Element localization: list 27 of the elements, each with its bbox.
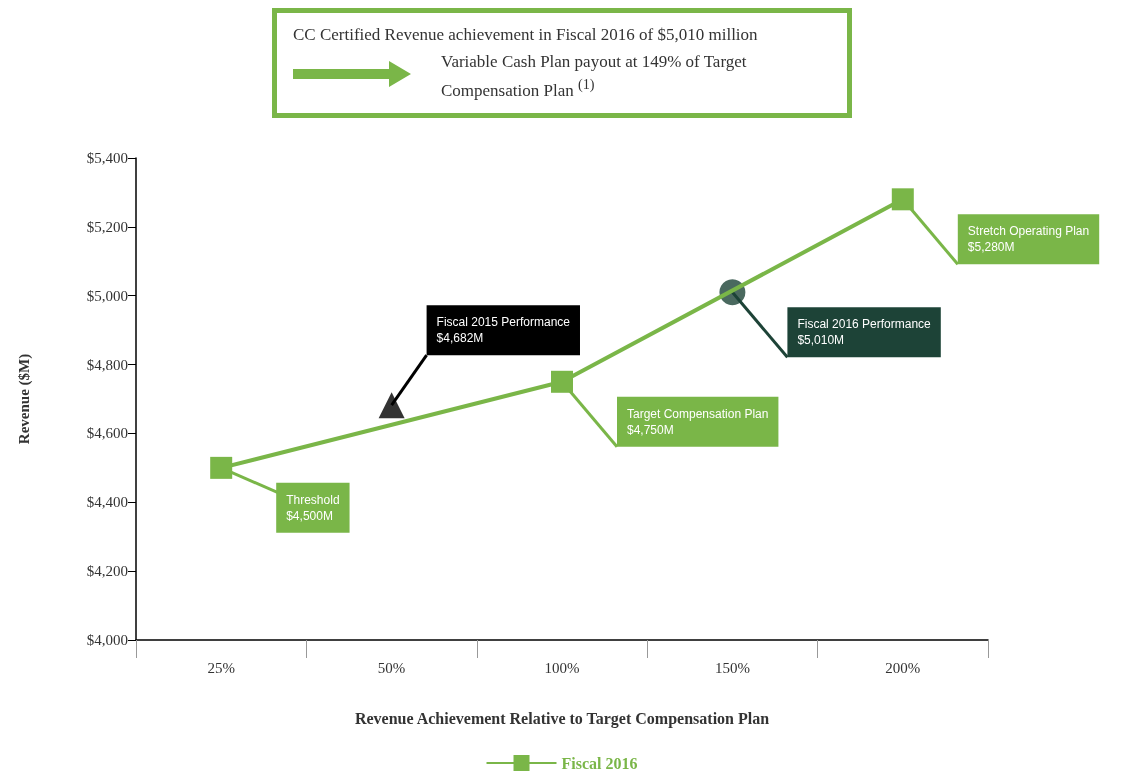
annotation: Stretch Operating Plan $5,280M <box>967 224 1090 255</box>
y-tick-label: $5,400 <box>86 150 128 166</box>
annotation: Fiscal 2016 Performance $5,010M <box>797 317 932 348</box>
x-tick-label: 150% <box>714 659 750 676</box>
y-tick-label: $5,000 <box>86 287 128 304</box>
point <box>891 188 914 211</box>
y-axis-title: Revenue ($M) <box>15 353 33 445</box>
x-tick-label: 100% <box>544 659 580 676</box>
x-tick-label: 200% <box>885 659 921 676</box>
point <box>378 392 405 419</box>
annotation: Threshold $4,500M <box>286 492 340 523</box>
point <box>210 456 233 479</box>
point <box>551 370 573 393</box>
chart-subtitle: Variable Cash Plan payout at 149% of Target Compensation Plan $^{(1)}$ <box>441 51 748 102</box>
y-tick-label: $4,600 <box>86 425 128 442</box>
y-tick-label: $4,000 <box>86 632 128 648</box>
y-tick-label: $4,400 <box>86 494 128 511</box>
x-tick-label: 50% <box>377 659 406 676</box>
chart-title: CC Certified Revenue achievement in Fiscal 2016 of $5,010 million <box>293 25 759 45</box>
x-tick-label: 25% <box>207 659 235 676</box>
x-axis-title: Revenue Achievement Relative to Target Compensation Plan <box>354 709 770 728</box>
y-tick-label: $5,200 <box>86 218 128 235</box>
annotation: Fiscal 2015 Performance $4,682M <box>436 315 571 346</box>
y-tick-label: $4,200 <box>86 563 128 580</box>
legend-label: Fiscal 2016 <box>561 754 638 772</box>
y-tick-label: $4,800 <box>86 356 128 373</box>
annotation: Target Compensation Plan $4,750M <box>627 406 769 437</box>
